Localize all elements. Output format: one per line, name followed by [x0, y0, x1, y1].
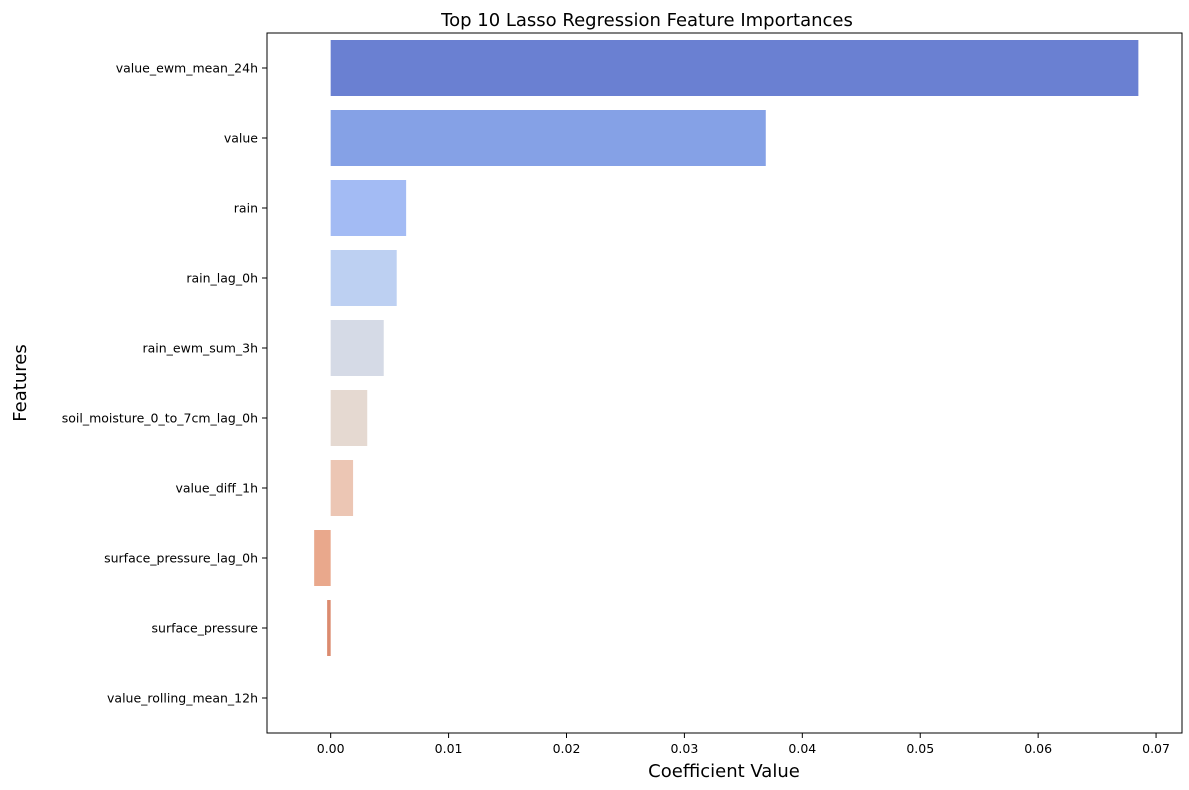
y-axis-label: Features	[10, 344, 31, 421]
y-tick-label: soil_moisture_0_to_7cm_lag_0h	[62, 411, 258, 426]
y-tick-label: value_ewm_mean_24h	[116, 61, 258, 76]
y-tick-label: surface_pressure	[152, 621, 259, 636]
bar-rain_lag_0h	[330, 250, 397, 306]
chart-title: Top 10 Lasso Regression Feature Importan…	[440, 10, 853, 31]
x-tick-label: 0.05	[906, 741, 934, 756]
x-tick-label: 0.00	[317, 741, 345, 756]
x-tick-label: 0.06	[1024, 741, 1052, 756]
y-tick-label: rain	[234, 201, 258, 216]
y-tick-label: rain_ewm_sum_3h	[142, 341, 258, 356]
x-axis-ticks: 0.00 0.01 0.02 0.03 0.04 0.05 0.06 0.07	[317, 733, 1170, 756]
bars-group	[314, 40, 1139, 656]
x-tick-label: 0.03	[670, 741, 698, 756]
bar-soil_moisture_0_to_7cm_lag_0h	[330, 390, 368, 446]
y-tick-label: value_rolling_mean_12h	[107, 691, 258, 706]
bar-value_diff_1h	[330, 460, 354, 516]
x-tick-label: 0.07	[1142, 741, 1170, 756]
y-tick-label: value_diff_1h	[175, 481, 258, 496]
bar-surface_pressure	[327, 600, 331, 656]
bar-rain_ewm_sum_3h	[330, 320, 384, 376]
bar-rain	[330, 180, 407, 236]
x-tick-label: 0.04	[788, 741, 816, 756]
y-tick-label: surface_pressure_lag_0h	[104, 551, 258, 566]
plot-frame	[266, 32, 1183, 734]
x-tick-label: 0.01	[435, 741, 463, 756]
y-tick-label: value	[224, 131, 258, 146]
y-tick-label: rain_lag_0h	[186, 271, 258, 286]
bar-surface_pressure_lag_0h	[314, 530, 331, 586]
x-axis-label: Coefficient Value	[648, 761, 800, 782]
x-tick-label: 0.02	[553, 741, 581, 756]
bar-value_ewm_mean_24h	[330, 40, 1139, 96]
bar-value	[330, 110, 766, 166]
